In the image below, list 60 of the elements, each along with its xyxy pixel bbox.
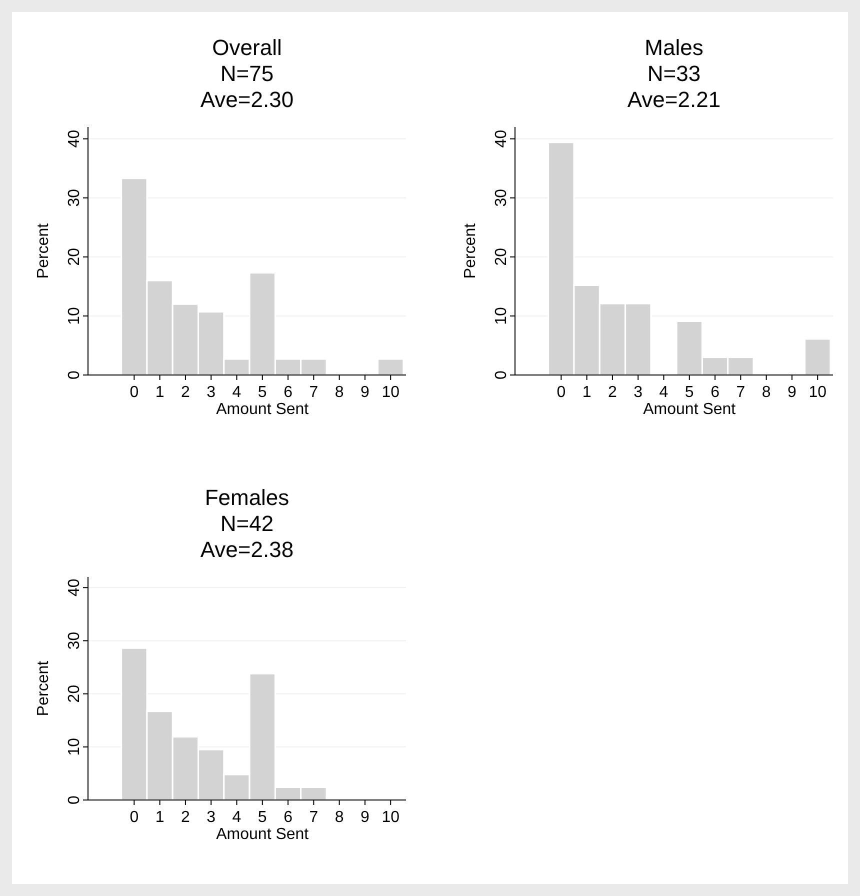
x-tick-label: 4: [659, 384, 668, 401]
y-tick-label: 0: [66, 795, 83, 804]
x-tick-label: 8: [762, 384, 771, 401]
y-axis-title: Percent: [35, 660, 52, 716]
y-tick-label: 20: [493, 248, 510, 266]
y-tick-label: 40: [493, 130, 510, 148]
x-tick-label: 3: [634, 384, 643, 401]
y-tick-label: 20: [66, 248, 83, 266]
x-tick-label: 8: [334, 384, 344, 401]
x-tick-label: 8: [334, 809, 344, 826]
x-tick-label: 10: [382, 809, 400, 826]
y-axis-title: Percent: [35, 222, 52, 279]
x-tick-label: 9: [360, 384, 370, 401]
x-tick-label: 7: [309, 384, 318, 401]
y-tick-label: 40: [66, 130, 83, 148]
y-axis-title: Percent: [462, 222, 479, 279]
x-tick-label: 6: [284, 809, 293, 826]
x-tick-label: 10: [808, 384, 827, 401]
chart-subtitle: N=42 Ave=2.38: [200, 511, 294, 562]
x-tick-label: 6: [284, 384, 293, 401]
y-tick-label: 30: [66, 632, 83, 650]
y-tick-label: 10: [493, 306, 510, 325]
y-tick-label: 30: [66, 188, 83, 207]
x-tick-label: 10: [382, 384, 400, 401]
y-tick-label: 30: [493, 188, 510, 207]
chart-title: Overall: [212, 35, 282, 60]
x-tick-label: 2: [608, 384, 617, 401]
x-axis-title: Amount Sent: [216, 826, 310, 843]
x-tick-label: 1: [155, 809, 164, 826]
x-tick-label: 4: [232, 809, 242, 826]
x-axis-title: Amount Sent: [643, 401, 736, 418]
chart-title: Males: [644, 35, 704, 60]
chart-subtitle: N=33 Ave=2.21: [627, 61, 721, 112]
x-tick-label: 0: [130, 809, 139, 826]
x-tick-label: 2: [181, 809, 190, 826]
x-tick-label: 1: [582, 384, 592, 401]
x-tick-label: 4: [232, 384, 242, 401]
x-tick-label: 0: [556, 384, 566, 401]
x-tick-label: 6: [710, 384, 720, 401]
x-tick-label: 7: [736, 384, 746, 401]
y-tick-label: 0: [66, 370, 83, 380]
x-tick-label: 3: [206, 384, 216, 401]
x-tick-label: 5: [684, 384, 694, 401]
y-tick-label: 10: [66, 738, 83, 756]
chart-title: Females: [204, 485, 290, 510]
x-tick-label: 9: [360, 809, 370, 826]
chart-subtitle: N=75 Ave=2.30: [200, 61, 294, 112]
y-tick-label: 10: [66, 306, 83, 325]
x-tick-label: 5: [258, 809, 267, 826]
x-tick-label: 0: [130, 384, 139, 401]
x-tick-label: 1: [155, 384, 164, 401]
x-tick-label: 3: [206, 809, 216, 826]
x-tick-label: 5: [258, 384, 267, 401]
x-axis-title: Amount Sent: [216, 401, 310, 418]
x-tick-label: 2: [181, 384, 190, 401]
y-tick-label: 40: [66, 578, 83, 597]
y-tick-label: 0: [493, 370, 510, 380]
x-tick-label: 9: [788, 384, 797, 401]
x-tick-label: 7: [309, 809, 318, 826]
y-tick-label: 20: [66, 684, 83, 703]
